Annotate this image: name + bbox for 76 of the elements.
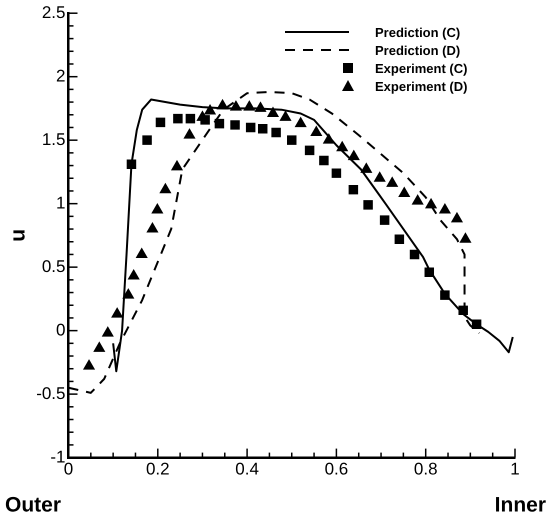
point — [458, 306, 468, 316]
y-tick-label: 1 — [56, 193, 66, 212]
point — [287, 135, 296, 145]
text: Outer — [5, 493, 62, 516]
point — [348, 150, 360, 160]
point — [142, 135, 152, 145]
point — [451, 212, 463, 222]
point — [363, 200, 373, 210]
point — [122, 288, 134, 299]
point — [173, 114, 183, 124]
point — [412, 194, 424, 205]
y-axis-title: u — [6, 228, 30, 242]
y-tick-label: -0.5 — [36, 384, 66, 403]
point — [319, 156, 329, 166]
point — [348, 184, 358, 194]
point — [267, 107, 279, 118]
point — [230, 100, 242, 111]
point — [425, 198, 437, 208]
point — [171, 160, 183, 170]
point — [323, 134, 335, 144]
x-tick-label: 0.2 — [146, 459, 170, 478]
point — [254, 102, 266, 112]
y-tick-label: 2.5 — [42, 2, 66, 22]
point — [136, 248, 148, 258]
y-tick-label: 0.5 — [42, 256, 66, 276]
point — [83, 360, 95, 370]
point — [246, 122, 256, 132]
y-tick-label: 1.5 — [42, 130, 66, 149]
point — [186, 114, 196, 124]
point — [230, 120, 240, 130]
legend-label: Prediction (C) — [375, 24, 460, 40]
legend-label: Experiment (D) — [375, 78, 468, 94]
point — [152, 204, 164, 214]
point — [304, 146, 314, 156]
text: Inner — [494, 493, 546, 516]
point — [472, 320, 482, 330]
x-tick-label: 0.8 — [414, 459, 438, 478]
point — [374, 172, 386, 182]
point — [204, 104, 216, 114]
point — [184, 128, 196, 139]
point — [102, 326, 114, 337]
point — [386, 176, 398, 187]
point — [94, 342, 105, 352]
y-tick-label: 0 — [56, 320, 66, 340]
point — [258, 124, 268, 134]
point — [424, 267, 434, 277]
point — [440, 290, 450, 300]
point — [294, 117, 306, 128]
point — [460, 232, 472, 243]
x-tick-label: 1 — [510, 459, 520, 478]
point — [111, 308, 123, 318]
point — [216, 99, 228, 110]
y-tick-label: -1 — [50, 447, 66, 466]
point — [156, 118, 166, 128]
point — [146, 222, 158, 233]
point — [214, 118, 224, 128]
point — [439, 204, 451, 214]
x-tick-label: 0.6 — [324, 459, 348, 478]
point — [244, 100, 256, 111]
legend-label: Prediction (D) — [375, 42, 460, 58]
point — [380, 215, 390, 225]
point — [310, 126, 322, 136]
point — [160, 183, 172, 194]
point — [394, 234, 404, 244]
x-tick-label: 0.4 — [235, 459, 259, 478]
point — [128, 270, 140, 280]
y-tick-label: 2 — [56, 66, 66, 86]
point — [280, 110, 292, 121]
point — [336, 141, 348, 152]
point — [360, 162, 372, 173]
point — [126, 160, 136, 170]
legend-label: Experiment (C) — [375, 60, 468, 76]
point — [410, 250, 420, 260]
point — [398, 187, 410, 197]
point — [332, 168, 342, 178]
point — [271, 128, 281, 138]
